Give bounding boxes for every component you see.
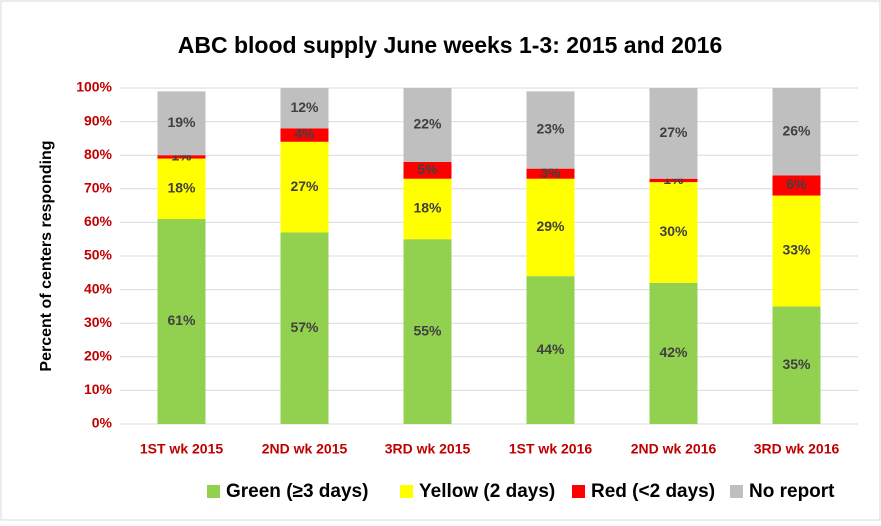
bar-segment [526,168,575,179]
x-tick-label: 2ND wk 2015 [262,441,348,457]
data-label: 33% [782,242,811,258]
chart-title: ABC blood supply June weeks 1-3: 2015 an… [178,32,723,58]
legend-label: No report [749,481,835,502]
bar-segment [772,306,821,424]
data-label: 19% [167,114,196,130]
legend-label: Yellow (2 days) [419,481,555,502]
y-tick-label: 0% [92,415,113,431]
legend-swatch [572,485,585,498]
y-tick-label: 50% [84,247,113,263]
bar-segment [772,175,821,196]
bar-segment [772,195,821,307]
data-label: 27% [659,124,688,140]
bar-segment [403,178,452,240]
bar-segment [280,141,329,233]
legend-swatch [730,485,743,498]
y-tick-label: 40% [84,280,113,296]
data-label: 26% [782,122,811,138]
bar-segment [526,178,575,277]
bar-segment [526,91,575,169]
data-label: 23% [536,121,565,137]
data-label: 44% [536,341,565,357]
bar-segment [649,178,698,183]
data-label: 61% [167,312,196,328]
bar-segment [403,239,452,424]
y-tick-label: 30% [84,314,113,330]
y-tick-label: 20% [84,348,113,364]
y-tick-label: 10% [84,381,113,397]
data-label: 18% [413,200,442,216]
x-tick-label: 3RD wk 2016 [754,441,840,457]
bar-segment [772,88,821,176]
y-tick-label: 90% [84,112,113,128]
data-label: 4% [294,126,315,142]
bar-segment [157,219,206,424]
data-label: 6% [786,176,807,192]
bar-segment [280,232,329,424]
bar-segment [157,91,206,156]
data-label: 57% [290,319,319,335]
y-tick-label: 80% [84,146,113,162]
data-label: 55% [413,322,442,338]
data-label: 12% [290,99,319,115]
x-tick-label: 3RD wk 2015 [385,441,471,457]
legend-label: Green (≥3 days) [226,481,368,502]
data-label: 29% [536,218,565,234]
y-axis-label: Percent of centers responding [38,140,55,371]
bar-segment [403,88,452,162]
x-tick-label: 1ST wk 2016 [509,441,592,457]
bar-segment [157,158,206,220]
y-tick-label: 60% [84,213,113,229]
bar-segment [649,282,698,424]
bar-segment [403,161,452,179]
bar-segment [526,276,575,424]
data-label: 22% [413,116,442,132]
legend-label: Red (<2 days) [591,481,715,502]
legend-swatch [207,485,220,498]
bar-segment [649,88,698,179]
data-label: 35% [782,356,811,372]
data-label: 18% [167,180,196,196]
data-label: 27% [290,178,319,194]
y-tick-label: 70% [84,180,113,196]
y-tick-label: 100% [76,79,112,95]
bar-segment [280,128,329,142]
bar-segment [280,88,329,129]
x-tick-label: 1ST wk 2015 [140,441,223,457]
bar-segment [649,182,698,283]
data-label: 30% [659,223,688,239]
data-label: 5% [417,161,438,177]
data-label: 42% [659,344,688,360]
legend-swatch [400,485,413,498]
bar-segment [157,155,206,159]
x-tick-label: 2ND wk 2016 [631,441,717,457]
